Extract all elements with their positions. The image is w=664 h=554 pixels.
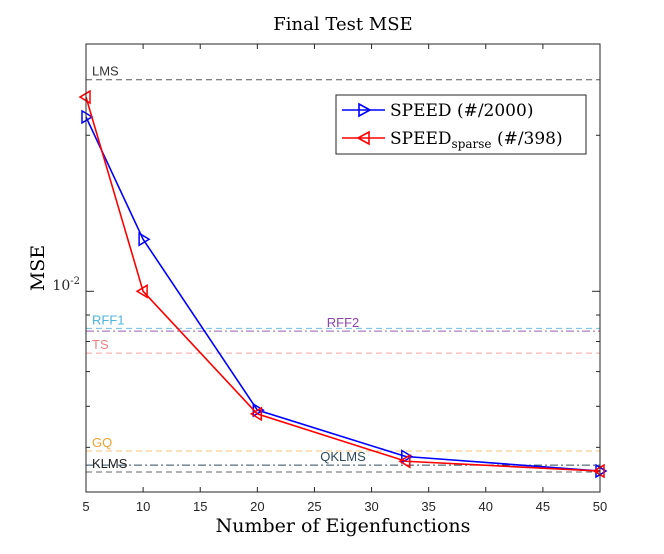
- series-0-point: [401, 449, 414, 464]
- axes-box: [85, 43, 601, 493]
- chart-title: Final Test MSE: [273, 14, 412, 35]
- legend-marker-speed: [358, 102, 372, 118]
- series-0-point: [138, 231, 151, 247]
- x-tick-label: 15: [193, 499, 207, 514]
- series-1-point: [398, 453, 411, 469]
- y-axis-label: MSE: [27, 245, 49, 291]
- legend: SPEED (#/2000) SPEEDsparse (#/398): [335, 94, 587, 155]
- x-axis-label: Number of Eigenfunctions: [216, 515, 471, 537]
- series-1-point: [249, 406, 263, 422]
- ref-label-rff1: RFF1: [92, 312, 125, 327]
- ref-label-gq: GQ: [92, 435, 112, 450]
- x-axis-ticks: 5 10 15 20 25 30 35 40 45 50: [82, 44, 607, 514]
- minor-ticks: [86, 134, 600, 448]
- legend-label-speed-sparse: SPEEDsparse (#/398): [390, 129, 563, 151]
- series-1-point: [135, 283, 148, 299]
- x-tick-label: 10: [136, 499, 150, 514]
- series-0-point: [81, 109, 94, 125]
- legend-box: [335, 94, 587, 155]
- x-tick-label: 25: [307, 499, 321, 514]
- y-tick-label: 10-2: [52, 276, 80, 294]
- series-1-point: [78, 89, 91, 105]
- ref-label-klms: KLMS: [92, 456, 128, 471]
- series-1-point: [592, 463, 605, 479]
- ref-label-ts: TS: [92, 337, 109, 352]
- x-tick-label: 40: [479, 499, 493, 514]
- legend-label-speed: SPEED (#/2000): [390, 101, 533, 121]
- legend-marker-speed-sparse: [356, 130, 370, 146]
- ref-label-rff2: RFF2: [327, 315, 360, 330]
- ref-label-qklms: QKLMS: [320, 449, 366, 464]
- x-tick-label: 30: [364, 499, 378, 514]
- x-tick-label: 5: [82, 499, 89, 514]
- reference-lines: LMS RFF1 RFF2 TS GQ QKLMS KLMS: [86, 64, 600, 473]
- y-axis-ticks: 10-2: [52, 276, 600, 294]
- x-tick-label: 50: [593, 499, 607, 514]
- x-tick-label: 35: [421, 499, 435, 514]
- series-layer: [78, 89, 608, 479]
- ref-label-lms: LMS: [92, 64, 119, 79]
- series-line-1: [85, 96, 601, 472]
- x-tick-label: 45: [536, 499, 550, 514]
- x-tick-label: 20: [250, 499, 264, 514]
